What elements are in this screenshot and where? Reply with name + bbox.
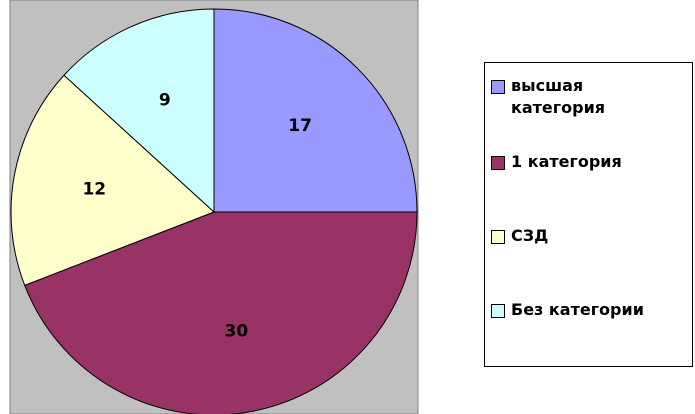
legend-swatch bbox=[491, 156, 505, 170]
legend-item: высшая категория bbox=[491, 75, 631, 119]
pie-slice bbox=[213, 8, 418, 213]
legend-label: высшая категория bbox=[511, 76, 606, 117]
legend-item: СЗД bbox=[491, 225, 691, 247]
data-label: 9 bbox=[159, 91, 171, 111]
data-label: 30 bbox=[225, 322, 249, 342]
pie-slice bbox=[63, 8, 215, 214]
legend-label: Без категории bbox=[511, 300, 644, 319]
pie-slice bbox=[10, 74, 215, 286]
data-label: 17 bbox=[288, 116, 312, 136]
legend-label: 1 категория bbox=[511, 152, 622, 171]
legend-item: Без категории bbox=[491, 299, 691, 321]
pie-slice bbox=[24, 211, 418, 414]
legend-swatch bbox=[491, 304, 505, 318]
legend-item: 1 категория bbox=[491, 151, 691, 173]
data-label: 12 bbox=[82, 180, 106, 200]
legend-label: СЗД bbox=[511, 226, 549, 245]
legend: высшая категория 1 категория СЗД Без катего… bbox=[484, 62, 693, 367]
legend-swatch bbox=[491, 230, 505, 244]
legend-swatch bbox=[491, 80, 505, 94]
